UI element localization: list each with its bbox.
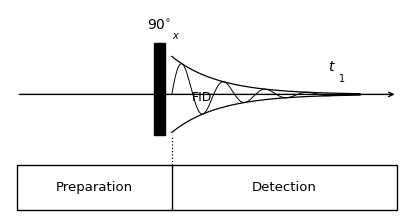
Bar — [17, 165, 396, 210]
Text: FID: FID — [191, 91, 211, 104]
Text: Preparation: Preparation — [55, 181, 133, 194]
Text: x: x — [172, 31, 178, 41]
Bar — [154, 43, 164, 135]
Text: Detection: Detection — [252, 181, 316, 194]
Text: 90$^{\circ}$: 90$^{\circ}$ — [147, 18, 171, 33]
Text: t: t — [328, 60, 333, 74]
Text: 1: 1 — [338, 74, 344, 84]
